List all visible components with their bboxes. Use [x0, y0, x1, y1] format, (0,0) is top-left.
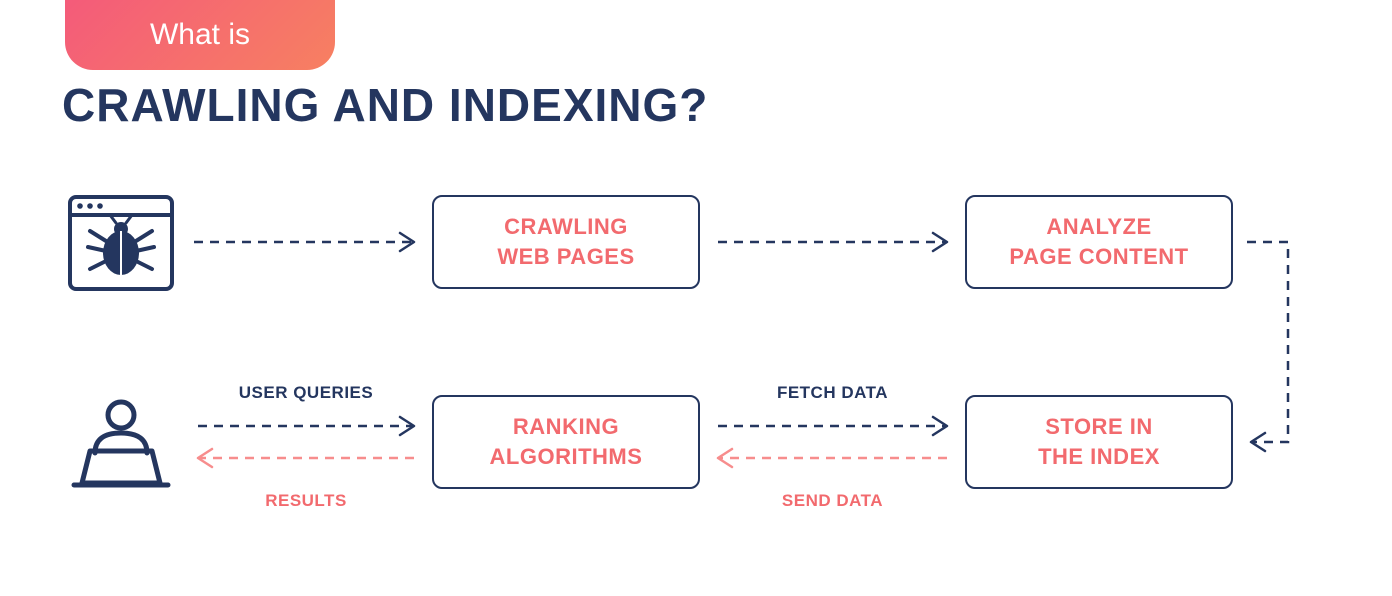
arrows-layer	[0, 0, 1392, 596]
